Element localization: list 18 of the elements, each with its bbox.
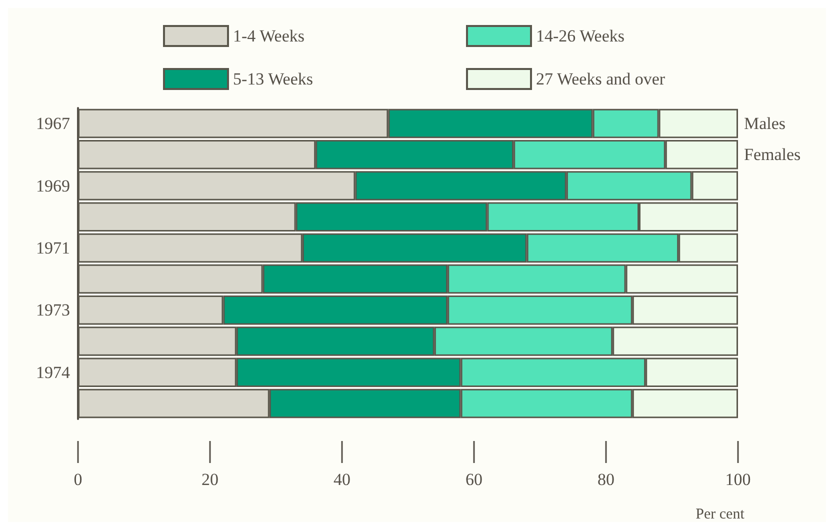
x-tick-label: 20 bbox=[202, 470, 218, 489]
legend-label: 1-4 Weeks bbox=[233, 26, 304, 46]
text: Females bbox=[744, 145, 801, 164]
x-tick-label: 80 bbox=[598, 470, 614, 489]
text: Males bbox=[744, 114, 786, 134]
y-tick-label: 1969 bbox=[36, 176, 70, 196]
legend-label: 5-13 Weeks bbox=[233, 70, 313, 88]
legend-label: 27 Weeks and over bbox=[536, 70, 666, 88]
legend-label: 14-26 Weeks bbox=[536, 26, 624, 46]
x-tick-label: 60 bbox=[466, 470, 482, 489]
x-axis-title: Per cent bbox=[696, 506, 746, 522]
x-tick-label: 40 bbox=[334, 470, 350, 489]
y-tick-label: 1974 bbox=[36, 362, 70, 382]
y-tick-label: 1973 bbox=[36, 300, 70, 320]
y-tick-label: 1967 bbox=[36, 114, 70, 134]
x-tick-label: 0 bbox=[74, 470, 82, 489]
y-tick-label: 1971 bbox=[36, 238, 70, 258]
x-tick-label: 100 bbox=[725, 470, 751, 489]
